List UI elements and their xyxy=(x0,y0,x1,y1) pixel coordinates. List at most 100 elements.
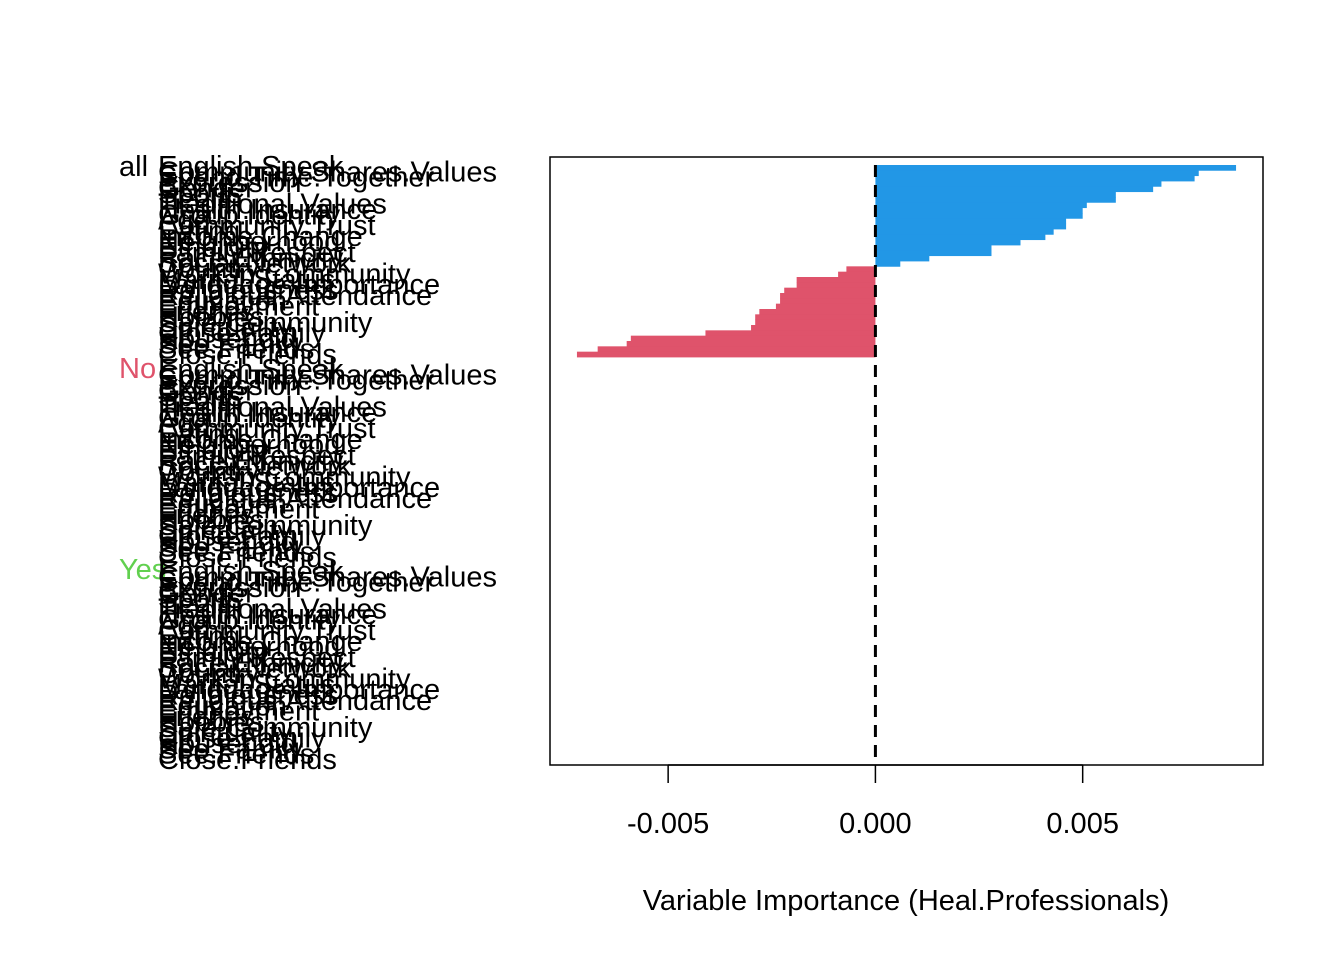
x-tick-label: -0.005 xyxy=(627,808,709,840)
y-category-label: Traditional.Values xyxy=(158,392,387,424)
y-category-label: Age xyxy=(158,610,210,642)
y-category-label: Marital.Status xyxy=(158,669,335,701)
y-category-label: Close.Family xyxy=(158,318,326,350)
x-tick-label: 0.005 xyxy=(1046,808,1119,840)
y-category-label: Religiousness xyxy=(158,275,339,307)
importance-bar xyxy=(875,218,1067,225)
y-category-label: Neighborhood xyxy=(158,429,340,461)
y-category-label: Religious.Attendance xyxy=(158,685,432,717)
y-category-label: Spend.Time.Together xyxy=(158,567,435,599)
importance-bar xyxy=(875,245,992,251)
importance-bar xyxy=(705,330,876,337)
y-category-label: Health xyxy=(158,183,242,215)
importance-bar xyxy=(630,335,876,342)
importance-bar xyxy=(875,223,1067,230)
y-category-label: Spend.Time.Together xyxy=(158,365,435,397)
y-category-label: Gender xyxy=(158,375,255,407)
importance-bar xyxy=(875,197,1116,203)
importance-bar xyxy=(751,325,876,331)
y-category-label: Education xyxy=(158,488,287,520)
y-category-label: Eating xyxy=(158,215,240,247)
bars-layer xyxy=(576,165,1237,358)
y-category-label: Language.Importance xyxy=(158,472,440,504)
importance-bar xyxy=(875,170,1199,177)
y-category-label: Country xyxy=(158,253,260,285)
importance-bar xyxy=(875,239,1021,246)
y-category-label: Ethnicity xyxy=(158,637,268,669)
importance-bar xyxy=(875,213,1083,219)
y-category-label: Traditional.Values xyxy=(158,594,387,626)
importance-bar xyxy=(755,319,876,326)
importance-bar xyxy=(780,298,876,305)
y-category-label: Employment xyxy=(158,494,319,526)
importance-bar xyxy=(875,175,1195,182)
importance-bar xyxy=(875,191,1116,198)
importance-bar xyxy=(875,250,992,257)
y-category-label: Sports xyxy=(158,583,242,615)
y-category-label: Gender xyxy=(158,577,255,609)
y-category-label: Safe.Community xyxy=(158,307,373,339)
y-category-label: Health.Insurance xyxy=(158,397,377,429)
y-category-label: Traditional.Values xyxy=(158,189,387,221)
y-category-label: Gender xyxy=(158,172,255,204)
y-category-label: Community.Shares.Values xyxy=(158,561,497,593)
y-category-label: Family.Respect xyxy=(158,440,356,472)
y-category-label: Community.Trust xyxy=(158,210,376,242)
importance-bar xyxy=(875,181,1162,187)
y-category-label: Community.Shares.Values xyxy=(158,359,497,391)
y-category-label: Eating xyxy=(158,620,240,652)
y-category-label: Country xyxy=(158,658,260,690)
importance-bar xyxy=(838,271,876,278)
y-category-label: Expression xyxy=(158,572,301,604)
y-category-label: Eating xyxy=(158,418,240,450)
y-category-label: Health.Insurance xyxy=(158,194,377,226)
importance-bar xyxy=(875,165,1237,171)
y-category-label: Religious.Attendance xyxy=(158,280,432,312)
importance-bar xyxy=(626,341,876,347)
y-category-label: See.Family xyxy=(158,328,304,360)
y-category-label: English.Speak xyxy=(158,151,344,183)
y-category-label: Community.Shares.Values xyxy=(158,156,497,188)
y-category-label: Spend.Time.Together xyxy=(158,162,435,194)
y-category-label: Education xyxy=(158,690,287,722)
x-tick-label: 0.000 xyxy=(839,808,912,840)
y-category-label: Income.Change xyxy=(158,626,363,658)
y-category-label: Household xyxy=(158,728,297,760)
x-axis-title: Variable Importance (Heal.Professionals) xyxy=(643,885,1170,917)
y-category-label: Race.Ethnicity xyxy=(158,647,344,679)
importance-bar xyxy=(780,293,876,299)
y-category-label: Education xyxy=(158,285,287,317)
y-category-label: Expression xyxy=(158,167,301,199)
y-category-label: Household xyxy=(158,526,297,558)
group-label: all xyxy=(119,151,148,183)
y-category-label: Close.Friends xyxy=(158,744,337,776)
y-category-label: Hobbies xyxy=(158,301,264,333)
y-category-label: Safe.Community xyxy=(158,510,373,542)
y-category-label: Friends xyxy=(158,499,255,531)
y-category-label: See.Friends xyxy=(158,739,314,771)
group-label: No xyxy=(119,353,156,385)
y-category-label: English.Speak xyxy=(158,556,344,588)
y-category-label: Household xyxy=(158,323,297,355)
y-category-label: Health xyxy=(158,588,242,620)
y-category-label: Work.in.Community xyxy=(158,663,411,695)
y-category-label: Community.Trust xyxy=(158,413,376,445)
y-category-label: Sports xyxy=(158,178,242,210)
importance-bar xyxy=(796,282,876,289)
y-category-label: Language.Importance xyxy=(158,674,440,706)
y-category-label: Group.Identity xyxy=(158,199,341,231)
y-category-label: See.Family xyxy=(158,531,304,563)
y-category-label: Spirituality xyxy=(158,515,292,547)
importance-bar xyxy=(796,277,876,283)
y-category-label: See.Friends xyxy=(158,537,314,569)
y-category-label: Close.Friends xyxy=(158,542,337,574)
y-category-label: Religiousness xyxy=(158,680,339,712)
y-category-label: Neighborhood xyxy=(158,226,340,258)
y-category-label: Family.Respect xyxy=(158,642,356,674)
y-category-label: Spirituality xyxy=(158,312,292,344)
y-category-label: Expression xyxy=(158,370,301,402)
y-category-label: Employment xyxy=(158,696,319,728)
y-category-label: Marital.Status xyxy=(158,467,335,499)
y-category-label: Friends xyxy=(158,296,255,328)
y-category-label: Ethnicity xyxy=(158,232,268,264)
